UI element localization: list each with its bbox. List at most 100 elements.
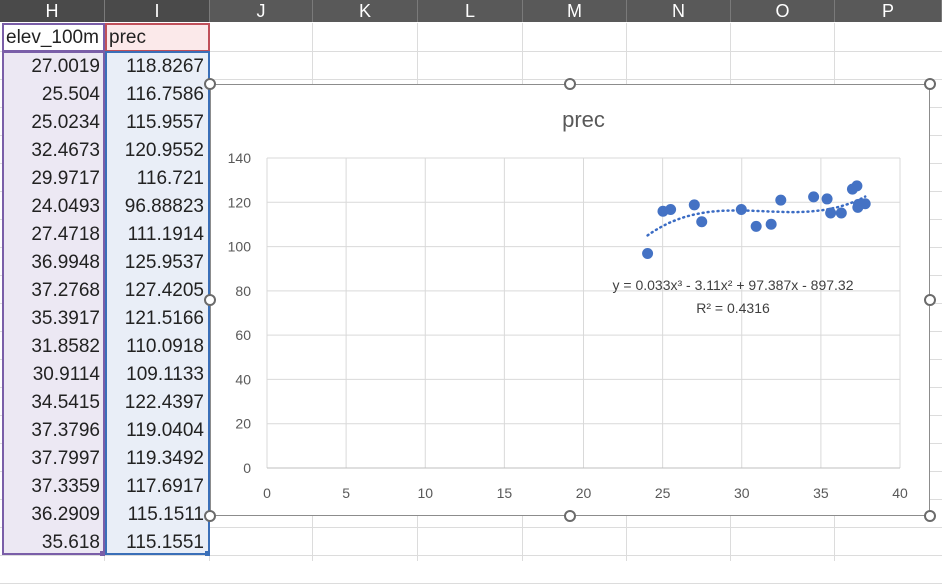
cell-H15[interactable]: 37.3796 bbox=[31, 420, 100, 441]
chart-x-tick-label: 20 bbox=[576, 485, 592, 501]
chart-data-point bbox=[835, 207, 847, 219]
chart-y-tick-label: 0 bbox=[243, 460, 251, 476]
cell-H3[interactable]: 25.504 bbox=[41, 84, 100, 105]
chart-canvas: prec 0 20 40 60 80 100 120 140 0 5 10 15 20 25 30 35 40 y … bbox=[228, 107, 908, 501]
resize-handle-right[interactable] bbox=[924, 294, 936, 306]
cell-I6[interactable]: 116.721 bbox=[136, 168, 204, 189]
chart-x-tick-label: 10 bbox=[417, 485, 433, 501]
cell-I14[interactable]: 122.4397 bbox=[124, 392, 204, 413]
cell-I13[interactable]: 109.1133 bbox=[126, 364, 204, 385]
range-corner-I[interactable] bbox=[205, 551, 210, 556]
chart-x-tick-label: 5 bbox=[342, 485, 350, 501]
cell-I16[interactable]: 119.3492 bbox=[126, 448, 204, 469]
column-header-J[interactable]: J bbox=[210, 0, 313, 22]
chart-data-point bbox=[765, 218, 777, 230]
cell-I2[interactable]: 118.8267 bbox=[126, 56, 204, 77]
column-header-I[interactable]: I bbox=[105, 0, 210, 22]
gridline-horizontal bbox=[0, 51, 942, 52]
cell-I12[interactable]: 110.0918 bbox=[126, 336, 204, 357]
chart-data-point bbox=[775, 194, 787, 206]
cell-H11[interactable]: 35.3917 bbox=[31, 308, 100, 329]
cell-I15[interactable]: 119.0404 bbox=[126, 420, 204, 441]
cell-I8[interactable]: 111.1914 bbox=[127, 224, 204, 245]
resize-handle-top-left[interactable] bbox=[204, 78, 216, 90]
chart-data-point bbox=[825, 207, 837, 219]
cell-I4[interactable]: 115.9557 bbox=[126, 112, 204, 133]
resize-handle-top[interactable] bbox=[564, 78, 576, 90]
range-highlight-H bbox=[2, 51, 105, 555]
cell-H4[interactable]: 25.0234 bbox=[31, 112, 100, 133]
cell-I3[interactable]: 116.7586 bbox=[126, 84, 204, 105]
chart-y-tick-label: 140 bbox=[228, 150, 252, 166]
cell-H1[interactable]: elev_100m bbox=[6, 27, 99, 48]
chart-x-tick-label: 30 bbox=[734, 485, 750, 501]
chart-data-point bbox=[821, 193, 833, 205]
resize-handle-bottom-right[interactable] bbox=[924, 510, 936, 522]
chart-title: prec bbox=[562, 107, 605, 132]
column-header-N[interactable]: N bbox=[627, 0, 731, 22]
column-header-M[interactable]: M bbox=[523, 0, 627, 22]
cell-H19[interactable]: 35.618 bbox=[41, 532, 100, 553]
chart-y-tick-label: 80 bbox=[235, 283, 251, 299]
chart-x-tick-label: 25 bbox=[655, 485, 671, 501]
chart-x-tick-label: 40 bbox=[892, 485, 908, 501]
chart-x-tick-label: 35 bbox=[813, 485, 829, 501]
gridline-horizontal bbox=[0, 527, 942, 528]
cell-H10[interactable]: 37.2768 bbox=[31, 280, 100, 301]
gridline-horizontal bbox=[0, 79, 942, 80]
cell-H2[interactable]: 27.0019 bbox=[31, 56, 100, 77]
cell-H14[interactable]: 34.5415 bbox=[31, 392, 100, 413]
range-highlight-I bbox=[105, 51, 210, 555]
resize-handle-left[interactable] bbox=[204, 294, 216, 306]
column-header-O[interactable]: O bbox=[731, 0, 835, 22]
chart-data-point bbox=[750, 220, 762, 232]
cell-H16[interactable]: 37.7997 bbox=[31, 448, 100, 469]
cell-I1[interactable]: prec bbox=[109, 27, 146, 48]
range-corner-H[interactable] bbox=[100, 551, 105, 556]
column-header-L[interactable]: L bbox=[418, 0, 523, 22]
cell-H6[interactable]: 29.9717 bbox=[31, 168, 100, 189]
chart-data-point bbox=[851, 180, 863, 192]
cell-H7[interactable]: 24.0493 bbox=[31, 196, 100, 217]
cell-I18[interactable]: 115.1511 bbox=[127, 504, 204, 525]
cell-I10[interactable]: 127.4205 bbox=[124, 280, 204, 301]
cell-I17[interactable]: 117.6917 bbox=[126, 476, 204, 497]
cell-H5[interactable]: 32.4673 bbox=[31, 140, 100, 161]
cell-H8[interactable]: 27.4718 bbox=[31, 224, 100, 245]
scatter-chart[interactable]: prec 0 20 40 60 80 100 120 140 0 5 10 15 20 25 30 35 40 y … bbox=[210, 84, 930, 516]
chart-data-point bbox=[696, 216, 708, 228]
cell-H9[interactable]: 36.9948 bbox=[31, 252, 100, 273]
trendline-equation: y = 0.033x³ - 3.11x² + 97.387x - 897.32 bbox=[612, 277, 853, 293]
cell-H18[interactable]: 36.2909 bbox=[31, 504, 100, 525]
cell-I19[interactable]: 115.1551 bbox=[126, 532, 204, 553]
chart-data-point bbox=[852, 201, 864, 213]
chart-x-tick-label: 15 bbox=[497, 485, 513, 501]
chart-y-tick-label: 20 bbox=[235, 416, 251, 432]
resize-handle-bottom[interactable] bbox=[564, 510, 576, 522]
cell-I5[interactable]: 120.9552 bbox=[124, 140, 204, 161]
cell-I7[interactable]: 96.88823 bbox=[124, 196, 204, 217]
column-header-P[interactable]: P bbox=[835, 0, 942, 22]
chart-data-point bbox=[688, 199, 700, 211]
chart-y-tick-label: 100 bbox=[228, 239, 252, 255]
cell-H17[interactable]: 37.3359 bbox=[31, 476, 100, 497]
resize-handle-top-right[interactable] bbox=[924, 78, 936, 90]
chart-data-point bbox=[735, 204, 747, 216]
cell-I9[interactable]: 125.9537 bbox=[124, 252, 204, 273]
trendline-r-squared: R² = 0.4316 bbox=[696, 300, 770, 316]
column-header-H[interactable]: H bbox=[0, 0, 105, 22]
resize-handle-bottom-left[interactable] bbox=[204, 510, 216, 522]
column-header-K[interactable]: K bbox=[313, 0, 418, 22]
gridline-horizontal bbox=[0, 555, 942, 556]
cell-H13[interactable]: 30.9114 bbox=[32, 364, 100, 385]
chart-data-point bbox=[808, 191, 820, 203]
chart-y-tick-label: 60 bbox=[235, 327, 251, 343]
cell-H12[interactable]: 31.8582 bbox=[31, 336, 100, 357]
chart-y-tick-label: 120 bbox=[228, 194, 252, 210]
chart-data-point bbox=[657, 205, 669, 217]
chart-x-tick-label: 0 bbox=[263, 485, 271, 501]
chart-data-point bbox=[642, 247, 654, 259]
cell-I11[interactable]: 121.5166 bbox=[124, 308, 204, 329]
chart-y-tick-label: 40 bbox=[235, 371, 251, 387]
